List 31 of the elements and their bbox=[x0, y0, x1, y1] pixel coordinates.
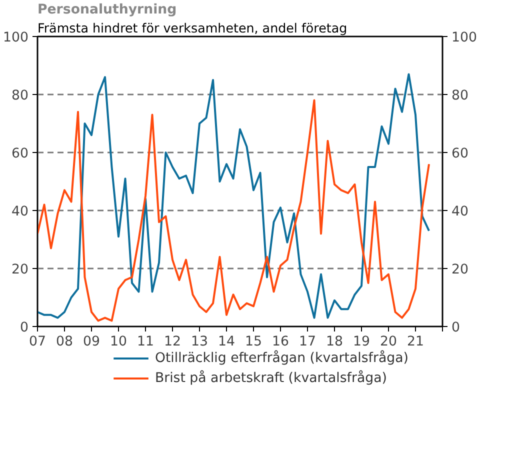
y-tick-label: 0 bbox=[20, 320, 29, 336]
x-tick-label: 15 bbox=[245, 334, 262, 350]
x-tick-label: 12 bbox=[164, 334, 181, 350]
x-tick-label: 09 bbox=[83, 334, 100, 350]
x-tick-label: 13 bbox=[191, 334, 208, 350]
x-tick-label: 08 bbox=[56, 334, 73, 350]
chart-subtitle: Främsta hindret för verksamheten, andel företag bbox=[38, 20, 348, 36]
x-tick-label: 17 bbox=[299, 334, 316, 350]
x-tick-label: 16 bbox=[272, 334, 289, 350]
y-tick-label: 100 bbox=[3, 30, 29, 46]
x-tick-label: 21 bbox=[407, 334, 424, 350]
x-tick-label: 20 bbox=[380, 334, 397, 350]
chart-title: Personaluthyrning bbox=[38, 2, 177, 18]
y2-tick-label: 40 bbox=[452, 204, 468, 220]
legend-label: Otillräcklig efterfrågan (kvartalsfråga) bbox=[154, 350, 408, 366]
y-tick-label: 60 bbox=[12, 146, 29, 162]
x-tick-label: 07 bbox=[29, 334, 46, 350]
x-tick-label: 11 bbox=[137, 334, 154, 350]
x-tick-label: 18 bbox=[326, 334, 343, 350]
y-tick-label: 20 bbox=[12, 262, 29, 278]
y2-tick-label: 0 bbox=[452, 320, 460, 336]
y2-tick-label: 20 bbox=[452, 262, 468, 278]
y-tick-label: 40 bbox=[12, 204, 29, 220]
y2-tick-label: 80 bbox=[452, 88, 468, 104]
legend-label: Brist på arbetskraft (kvartalsfråga) bbox=[154, 370, 387, 386]
x-tick-label: 14 bbox=[218, 334, 235, 350]
y2-tick-label: 60 bbox=[452, 146, 468, 162]
x-tick-label: 19 bbox=[353, 334, 370, 350]
y2-tick-label: 100 bbox=[452, 30, 477, 46]
x-tick-label: 10 bbox=[110, 334, 127, 350]
y-tick-label: 80 bbox=[12, 88, 29, 104]
